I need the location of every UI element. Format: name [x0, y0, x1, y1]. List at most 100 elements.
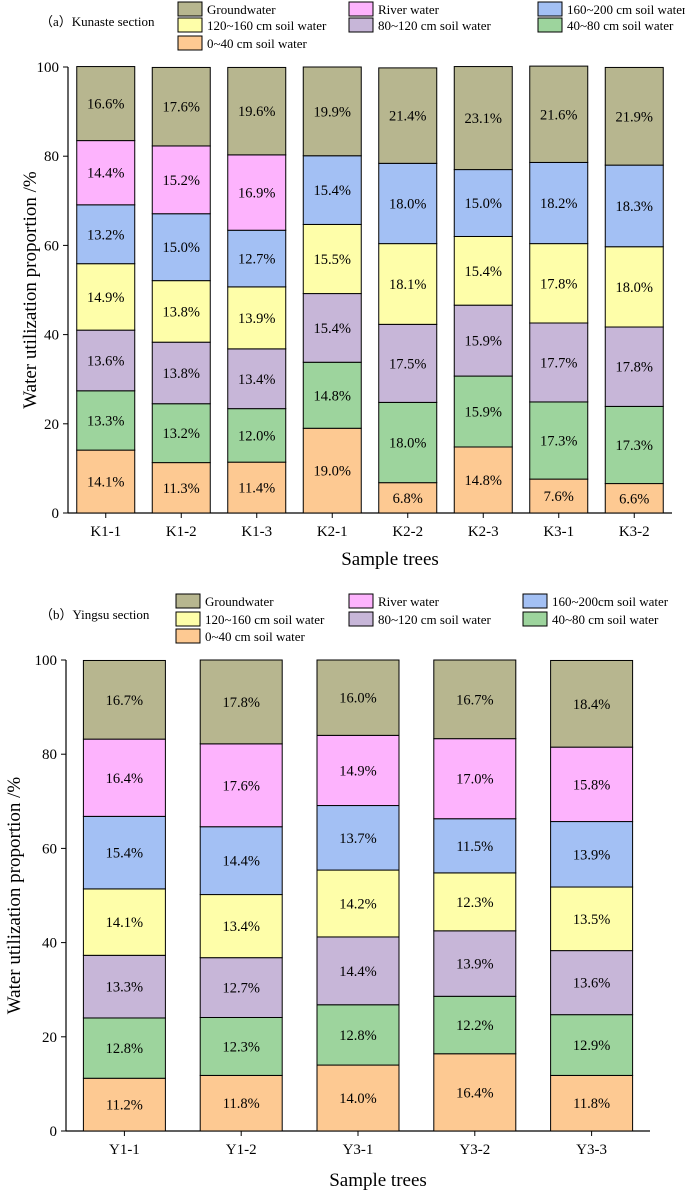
data-label: 13.9%: [573, 847, 610, 863]
bar-stack-K1-2: 11.3% 13.2% 13.8% 13.8% 15.0% 15.2% 17.6%: [151, 66, 211, 514]
data-label: 12.2%: [456, 1018, 493, 1034]
x-tick-label: K1-1: [90, 524, 121, 540]
bar-stack-Y3-2: 16.4% 12.2% 13.9% 12.3% 11.5% 17.0% 16.7%: [433, 659, 517, 1132]
data-label: 15.2%: [163, 173, 200, 189]
bar-segment: [82, 815, 166, 890]
bar-segment: [76, 449, 136, 514]
bar-segment: [316, 734, 400, 807]
bar-segment: [550, 1014, 634, 1076]
data-label: 15.4%: [106, 846, 143, 862]
bar-segment: [227, 154, 287, 231]
x-tick-label: K2-1: [317, 524, 348, 540]
legend-swatch: [177, 35, 203, 51]
bar-segment: [316, 659, 400, 736]
bar-segment: [529, 401, 589, 480]
bar-segment: [529, 322, 589, 403]
bar-segment: [453, 375, 513, 448]
bar-segment: [433, 659, 517, 740]
data-label: 18.3%: [616, 199, 653, 215]
data-label: 12.8%: [339, 1028, 376, 1044]
legend-label: 40~80 cm soil water: [552, 612, 659, 627]
legend-swatch: [175, 593, 201, 609]
legend-label: 120~160 cm soil water: [205, 612, 325, 627]
bar-segment: [199, 743, 283, 828]
bar-segment: [302, 293, 362, 363]
bar-stack-K1-1: 14.1% 13.3% 13.6% 14.9% 13.2% 14.4% 16.6%: [76, 66, 136, 514]
data-label: 16.4%: [456, 1085, 493, 1101]
bar-segment: [529, 478, 589, 514]
bar-segment: [316, 1004, 400, 1066]
bar-segment: [316, 805, 400, 871]
legend-swatch: [537, 1, 563, 17]
data-label: 15.0%: [163, 240, 200, 256]
data-label: 17.6%: [163, 100, 200, 116]
data-label: 6.6%: [619, 491, 649, 507]
bar-segment: [604, 405, 664, 485]
bar-stack-K3-1: 7.6% 17.3% 17.7% 17.8% 18.2% 21.6%: [529, 65, 589, 514]
legend-label: River water: [378, 594, 440, 609]
bar-stack-Y3-1: 14.0% 12.8% 14.4% 14.2% 13.7% 14.9% 16.0%: [316, 659, 400, 1132]
y-tick-label: 40: [44, 328, 59, 344]
data-label: 15.8%: [573, 777, 610, 793]
data-label: 17.5%: [389, 356, 426, 372]
bar-segment: [302, 66, 362, 157]
legend: Groundwater River water 160~200 cm soil wa…: [177, 1, 685, 51]
bar-segment: [151, 341, 211, 405]
data-label: 13.6%: [87, 353, 124, 369]
bar-segment: [199, 659, 283, 745]
data-label: 18.4%: [573, 697, 610, 713]
bar-segment: [151, 403, 211, 464]
data-label: 13.3%: [106, 980, 143, 996]
bar-segment: [82, 954, 166, 1019]
bar-segment: [199, 1074, 283, 1132]
bar-segment: [82, 659, 166, 740]
bar-segment: [76, 263, 136, 331]
y-tick-label: 60: [42, 841, 57, 857]
data-label: 12.0%: [238, 428, 275, 444]
data-label: 14.0%: [339, 1091, 376, 1107]
data-label: 18.0%: [389, 436, 426, 452]
data-label: 17.8%: [540, 276, 577, 292]
legend-label: Groundwater: [205, 594, 274, 609]
data-label: 13.9%: [456, 957, 493, 973]
data-label: 11.8%: [573, 1096, 610, 1112]
x-axis-title: Sample trees: [341, 549, 439, 570]
x-axis-title: Sample trees: [329, 1170, 427, 1191]
data-label: 17.8%: [616, 360, 653, 376]
bar-segment: [453, 169, 513, 237]
data-label: 21.6%: [540, 107, 577, 123]
bar-segment: [378, 401, 438, 484]
data-label: 13.4%: [222, 919, 259, 935]
bar-stack-Y1-1: 11.2% 12.8% 13.3% 14.1% 15.4% 16.4% 16.7%: [82, 659, 166, 1132]
bar-segment: [302, 223, 362, 295]
data-label: 14.8%: [465, 473, 502, 489]
data-label: 13.9%: [238, 311, 275, 327]
x-tick-label: K2-2: [392, 524, 423, 540]
bar-segment: [453, 235, 513, 306]
bar-segment: [550, 950, 634, 1016]
bar-segment: [302, 427, 362, 514]
data-label: 15.5%: [314, 252, 351, 268]
bar-segment: [550, 659, 634, 748]
y-tick-label: 100: [35, 653, 58, 669]
legend-swatch: [522, 611, 548, 627]
y-axis-title: Water utilization proportion /%: [20, 171, 41, 409]
bar-segment: [433, 738, 517, 820]
x-tick-label: Y1-2: [226, 1142, 257, 1158]
data-label: 11.2%: [106, 1098, 143, 1114]
data-label: 16.4%: [106, 771, 143, 787]
data-label: 14.9%: [339, 763, 376, 779]
bar-segment: [151, 213, 211, 282]
legend-swatch: [348, 593, 374, 609]
legend-label: 40~80 cm soil water: [567, 18, 674, 33]
data-label: 12.7%: [222, 981, 259, 997]
y-tick-label: 20: [44, 417, 59, 433]
bar-segment: [151, 462, 211, 514]
bar-segment: [316, 869, 400, 938]
x-tick-label: Y1-1: [109, 1142, 140, 1158]
legend-label: Groundwater: [207, 2, 276, 17]
bar-stack-K2-1: 19.0% 14.8% 15.4% 15.5% 15.4% 19.9%: [302, 66, 362, 514]
legend-swatch: [348, 611, 374, 627]
bar-segment: [433, 818, 517, 874]
